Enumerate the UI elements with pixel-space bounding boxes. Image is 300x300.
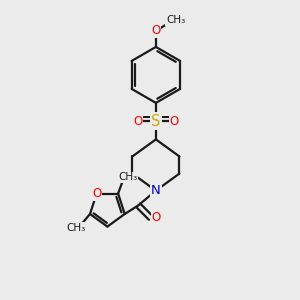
Text: CH₃: CH₃ [118, 172, 137, 182]
Text: O: O [151, 24, 160, 37]
Text: CH₃: CH₃ [66, 223, 86, 233]
Text: O: O [133, 115, 142, 128]
Text: O: O [169, 115, 179, 128]
Text: CH₃: CH₃ [166, 15, 185, 26]
Text: O: O [152, 212, 161, 224]
Text: S: S [151, 114, 160, 129]
Text: N: N [151, 184, 161, 197]
Text: O: O [92, 187, 101, 200]
